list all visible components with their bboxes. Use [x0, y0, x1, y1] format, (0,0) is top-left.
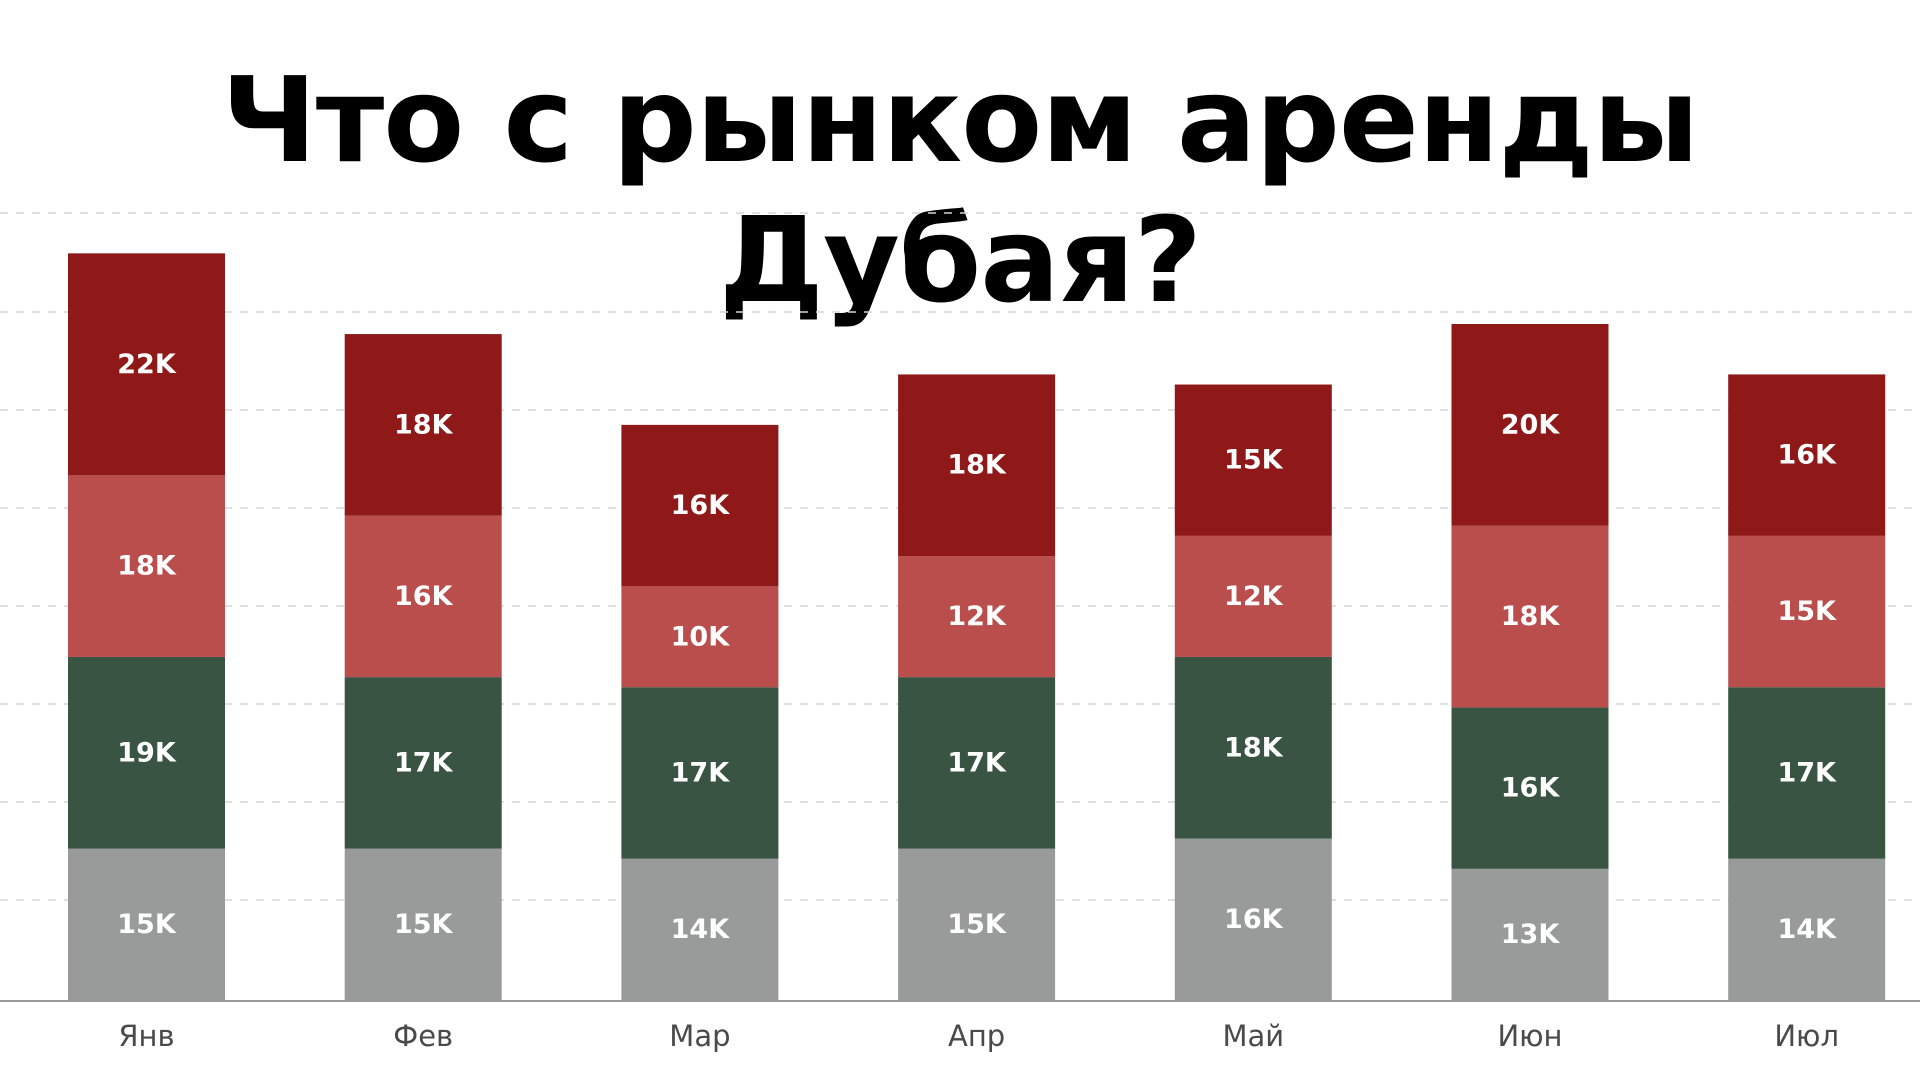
bar-value-label: 12K [1224, 581, 1284, 612]
bar-segment [898, 556, 1056, 678]
bar-segment [1174, 838, 1332, 1000]
bar-value-label: 15K [394, 909, 454, 940]
bar-segment [1451, 525, 1609, 708]
bar-value-label: 19K [117, 737, 177, 768]
bar-segment [68, 848, 225, 1000]
bar-segment [1728, 687, 1886, 859]
bar-value-label: 14K [1777, 914, 1837, 945]
bar-value-label: 18K [394, 409, 454, 440]
bar-value-label: 15K [1777, 596, 1837, 627]
bar-segment [1174, 384, 1332, 536]
bar-segment [1174, 535, 1332, 657]
bar-segment [68, 656, 225, 849]
x-tick-label: Июн [1497, 1019, 1562, 1053]
bar-segment [621, 687, 779, 859]
x-tick-label: Июл [1774, 1019, 1839, 1053]
bar-value-label: 10K [671, 621, 731, 652]
bar-segment [344, 334, 502, 516]
bar-value-label: 16K [1777, 440, 1837, 471]
bar-value-label: 15K [947, 909, 1007, 940]
bar-value-label: 18K [947, 450, 1007, 481]
bar-value-label: 18K [117, 551, 177, 582]
bar-value-label: 17K [394, 747, 454, 778]
bar-value-label: 20K [1501, 409, 1561, 440]
bar-segment [1451, 707, 1609, 869]
x-tick-label: Мар [669, 1019, 730, 1053]
bar-segment [68, 253, 225, 476]
bar-segment [1728, 374, 1886, 536]
bar-value-label: 12K [947, 601, 1007, 632]
bar-value-label: 13K [1501, 919, 1561, 950]
bar-segment [1451, 868, 1609, 1000]
bar-value-label: 18K [1501, 601, 1561, 632]
bar-value-label: 17K [671, 757, 731, 788]
bar-segment [898, 374, 1056, 557]
x-axis: Янв Фев Мар Апр Май Июн Июл [0, 1000, 1920, 1053]
bar-value-label: 18K [1224, 732, 1284, 763]
bar-segment [621, 586, 779, 688]
x-tick-label: Май [1222, 1019, 1284, 1053]
x-tick-label: Фев [393, 1019, 453, 1053]
x-tick-label: Янв [118, 1019, 174, 1053]
bar-segment [621, 424, 779, 587]
bar-value-label: 16K [671, 490, 731, 521]
bar-value-label: 15K [117, 909, 177, 940]
bar-value-label: 16K [1501, 773, 1561, 804]
bar-value-label: 15K [1224, 445, 1284, 476]
bar-segment [344, 677, 502, 849]
bar-segment [898, 848, 1056, 1000]
bar-segment [344, 515, 502, 678]
bar-value-label: 17K [947, 747, 1007, 778]
bar-value-label: 16K [394, 581, 454, 612]
bars: 15K 19K 18K 22K 15K 17K 16K 18K 14K 17K 10K 16K 15K 1… [68, 253, 1886, 1000]
bar-value-label: 16K [1224, 904, 1284, 935]
chart-title: Что с рынком аренды Дубая? [221, 51, 1700, 329]
bar-value-label: 22K [117, 349, 177, 380]
bar-segment [621, 858, 779, 1000]
bar-segment [1174, 656, 1332, 839]
x-tick-label: Апр [948, 1019, 1005, 1053]
bar-value-label: 14K [671, 914, 731, 945]
bar-segment [1451, 323, 1609, 526]
bar-segment [344, 848, 502, 1000]
bar-segment [1728, 858, 1886, 1000]
bar-segment [1728, 535, 1886, 688]
bar-segment [898, 677, 1056, 849]
bar-segment [68, 475, 225, 657]
bar-value-label: 17K [1777, 757, 1837, 788]
